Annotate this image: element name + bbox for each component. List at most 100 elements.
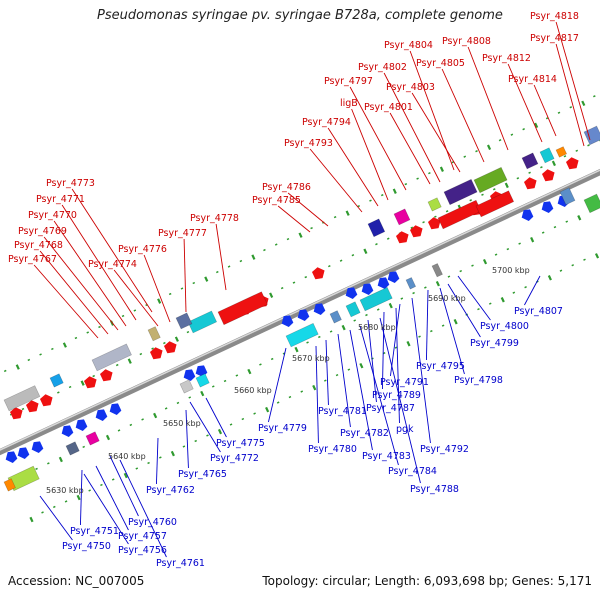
guide-dot bbox=[288, 395, 292, 399]
guide-dot bbox=[147, 461, 150, 465]
leader-line bbox=[349, 86, 407, 191]
guide-dot bbox=[251, 254, 256, 260]
leader-line bbox=[367, 319, 377, 403]
leader-line bbox=[351, 108, 389, 201]
guide-dot bbox=[304, 276, 308, 279]
guide-dot bbox=[21, 407, 25, 411]
leader-line bbox=[337, 333, 351, 428]
forward-gene-label: Psyr_4767 bbox=[8, 254, 57, 265]
guide-dot bbox=[263, 248, 266, 252]
reverse-arrow bbox=[31, 441, 44, 453]
forward-gene-label: Psyr_4802 bbox=[358, 62, 407, 73]
guide-dot bbox=[345, 210, 350, 216]
reverse-gene-block bbox=[405, 277, 417, 290]
forward-gene-label: Psyr_4776 bbox=[118, 244, 167, 255]
guide-dot bbox=[347, 368, 351, 371]
guide-dot bbox=[571, 264, 575, 267]
reverse-arrow bbox=[17, 447, 30, 459]
reverse-arrow bbox=[345, 287, 358, 299]
guide-dot bbox=[575, 149, 579, 152]
guide-dot bbox=[29, 516, 34, 523]
reverse-arrow bbox=[313, 303, 326, 315]
guide-dot bbox=[577, 215, 582, 221]
leader-line bbox=[155, 437, 159, 485]
guide-dot bbox=[341, 324, 346, 331]
guide-dot bbox=[463, 155, 467, 158]
guide-dot bbox=[35, 467, 38, 471]
guide-dot bbox=[247, 368, 252, 375]
guide-dot bbox=[587, 144, 590, 147]
guide-dot bbox=[139, 352, 143, 356]
guide-dot bbox=[451, 161, 455, 164]
leader-line bbox=[185, 409, 189, 469]
leader-line bbox=[287, 192, 329, 227]
leader-line bbox=[389, 303, 401, 377]
guide-dot bbox=[127, 358, 132, 364]
guide-dot bbox=[369, 199, 372, 202]
guide-dot bbox=[180, 287, 184, 290]
forward-gene-label: Psyr_4805 bbox=[416, 58, 465, 69]
guide-dot bbox=[57, 391, 60, 394]
reverse-arrow bbox=[281, 315, 294, 327]
leader-line bbox=[43, 236, 119, 331]
guide-dot bbox=[353, 319, 356, 322]
guide-dot bbox=[294, 346, 299, 353]
leader-line bbox=[215, 223, 227, 291]
guide-dot bbox=[129, 423, 133, 427]
guide-dot bbox=[363, 248, 368, 254]
guide-dot bbox=[100, 483, 103, 487]
guide-dot bbox=[553, 225, 557, 229]
reverse-gene-label: Psyr_4780 bbox=[308, 444, 357, 455]
reverse-gene-block bbox=[359, 286, 393, 312]
leader-line bbox=[533, 84, 557, 137]
guide-dot bbox=[117, 429, 121, 432]
guide-dot bbox=[300, 390, 304, 393]
forward-gene-block bbox=[175, 312, 193, 330]
guide-dot bbox=[204, 276, 209, 282]
guide-dot bbox=[235, 374, 239, 377]
guide-dot bbox=[239, 259, 243, 263]
guide-dot bbox=[74, 336, 78, 340]
guide-dot bbox=[310, 226, 313, 230]
guide-dot bbox=[174, 336, 179, 342]
guide-dot bbox=[492, 188, 496, 191]
reverse-gene-label: Psyr_4761 bbox=[156, 558, 205, 569]
leader-line bbox=[555, 21, 591, 141]
forward-gene-label: Psyr_4801 bbox=[364, 102, 413, 113]
guide-dot bbox=[365, 313, 368, 317]
reverse-gene-block bbox=[431, 263, 443, 278]
leader-line bbox=[39, 495, 73, 541]
genome-summary-text: Topology: circular; Length: 6,093,698 bp… bbox=[262, 574, 592, 588]
forward-gene-label: Psyr_4793 bbox=[284, 138, 333, 149]
reverse-gene-label: Psyr_4756 bbox=[118, 545, 167, 556]
forward-gene-label: Psyr_4785 bbox=[252, 195, 301, 206]
guide-dot bbox=[392, 188, 397, 194]
reverse-gene-label: Psyr_4799 bbox=[470, 338, 519, 349]
leader-line bbox=[327, 127, 379, 207]
guide-dot bbox=[64, 500, 68, 503]
leader-line bbox=[189, 401, 221, 453]
guide-dot bbox=[135, 467, 139, 470]
guide-dot bbox=[145, 303, 148, 307]
leader-line bbox=[359, 325, 399, 466]
guide-dot bbox=[133, 309, 137, 312]
guide-dot bbox=[241, 417, 245, 421]
tick-label: 5640 kbp bbox=[108, 452, 146, 461]
leader-line bbox=[381, 311, 385, 390]
guide-dot bbox=[15, 364, 20, 370]
reverse-gene-label: Psyr_4784 bbox=[388, 466, 437, 477]
reverse-gene-block bbox=[85, 431, 100, 446]
guide-dot bbox=[357, 204, 361, 208]
guide-dot bbox=[176, 401, 180, 405]
guide-dot bbox=[351, 254, 355, 257]
guide-dot bbox=[80, 380, 85, 386]
guide-dot bbox=[182, 445, 186, 448]
reverse-arrow bbox=[361, 283, 374, 295]
guide-dot bbox=[159, 456, 162, 459]
tick-label: 5660 kbp bbox=[234, 386, 272, 395]
guide-dot bbox=[192, 281, 196, 285]
guide-dot bbox=[498, 139, 502, 142]
reverse-gene-label: Psyr_4751 bbox=[70, 526, 119, 537]
guide-dot bbox=[475, 150, 478, 153]
guide-dot bbox=[593, 95, 596, 98]
